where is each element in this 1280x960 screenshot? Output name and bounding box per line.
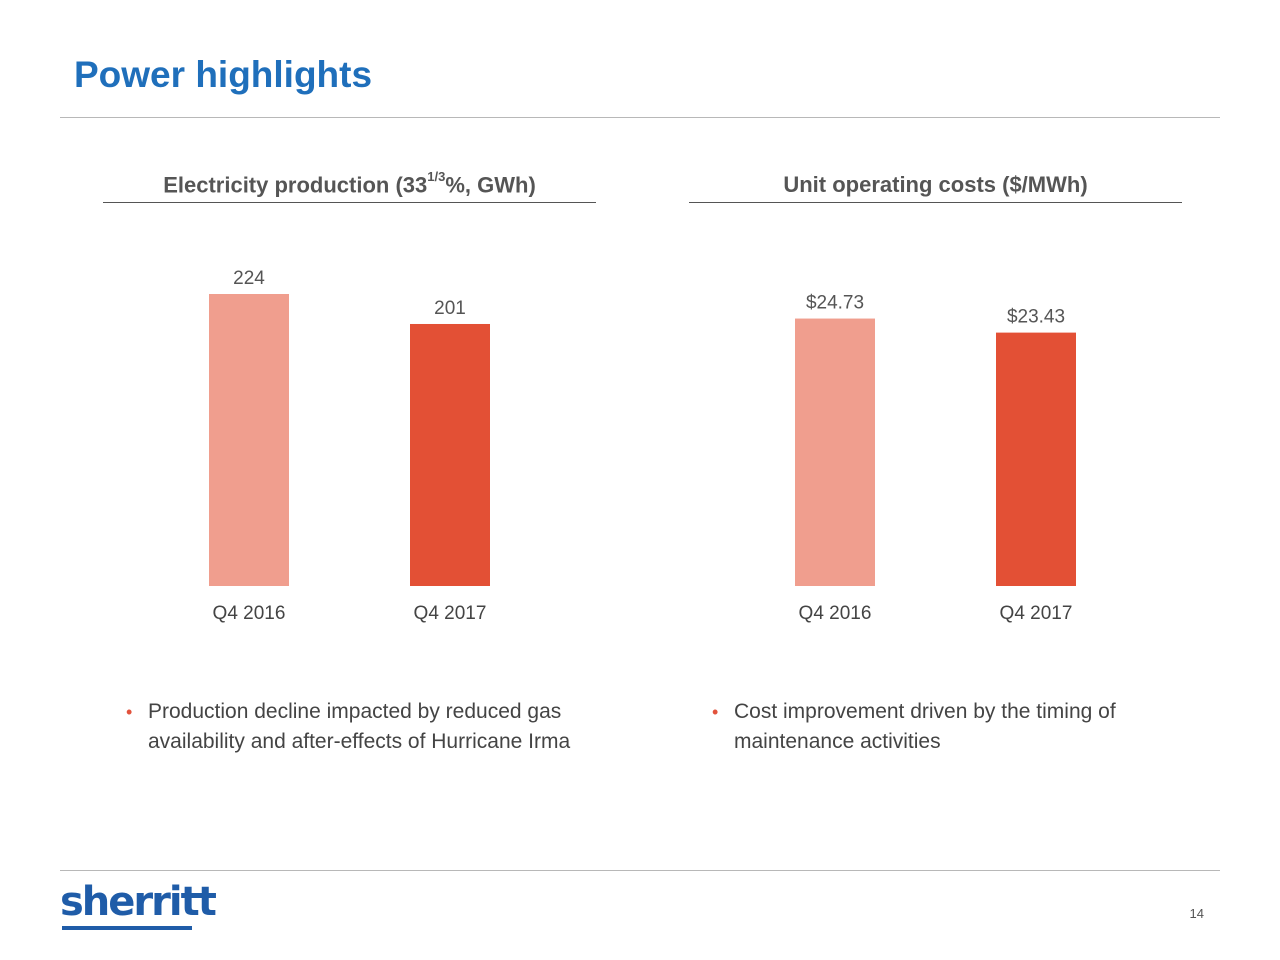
left-chart-title-underline [103,202,596,203]
right-chart-title: Unit operating costs ($/MWh) [783,172,1088,197]
electricity-production-chart: 224 Q4 2016 201 Q4 2017 [209,268,490,624]
bar-q4-2017 [996,332,1076,586]
left-chart-title: Electricity production (331/3%, GWh) [103,169,596,202]
left-chart-title-main: Electricity production (33 [163,172,428,198]
left-bullet-text: Production decline impacted by reduced g… [148,700,571,753]
page-number: 14 [1189,906,1204,921]
bar-q4-2016 [795,318,875,586]
left-bullets: • Production decline impacted by reduced… [118,697,578,757]
x-tick-label: Q4 2016 [799,603,872,624]
bar-q4-2016 [209,294,289,586]
data-label: $24.73 [806,293,864,314]
slide-title: Power highlights [74,54,373,95]
bottom-divider [60,870,1220,871]
bullet-dot-icon: • [712,702,719,722]
right-bullet-text: Cost improvement driven by the timing of… [734,700,1116,753]
right-bullet-item: • Cost improvement driven by the timing … [704,697,1164,757]
left-bullet-item: • Production decline impacted by reduced… [118,697,578,757]
left-chart-title-end: %, GWh) [445,172,536,198]
unit-operating-costs-chart: $24.73 Q4 2016 $23.43 Q4 2017 [795,293,1076,624]
logo-underline [62,926,192,930]
data-label: 224 [233,268,265,289]
left-chart-title-sup: 1/3 [427,169,446,184]
x-tick-label: Q4 2017 [414,603,487,624]
x-tick-label: Q4 2017 [1000,603,1073,624]
bullet-dot-icon: • [126,702,133,722]
right-bullets: • Cost improvement driven by the timing … [704,697,1164,757]
top-divider [60,117,1220,118]
data-label: $23.43 [1007,307,1065,328]
sherritt-logo: sherritt [60,879,217,925]
right-chart-title-underline [689,202,1182,203]
data-label: 201 [434,298,466,319]
x-tick-label: Q4 2016 [213,603,286,624]
bar-q4-2017 [410,323,490,586]
